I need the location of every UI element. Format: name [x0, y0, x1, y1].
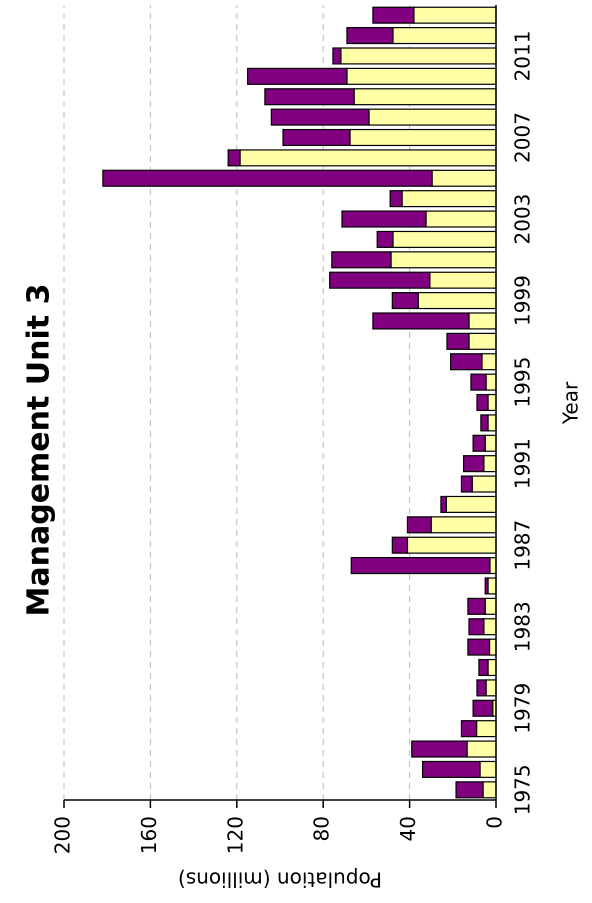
bar-segment [421, 760, 481, 778]
bar-segment [450, 353, 483, 371]
bar-segment [264, 88, 355, 106]
bar-segment [485, 679, 497, 697]
bar-segment [239, 149, 497, 167]
y-tick-label: 120 [223, 816, 247, 854]
bar-segment [489, 557, 497, 575]
bar-segment [440, 495, 447, 513]
bar-segment [487, 658, 497, 677]
bar-segment [391, 536, 409, 554]
bar-segment [349, 128, 497, 147]
bar-segment [485, 373, 497, 391]
bar-segment [430, 516, 497, 534]
bar-segment [392, 230, 497, 248]
y-tick-label: 200 [51, 816, 75, 854]
x-tick-label: 1983 [511, 601, 535, 652]
y-tick-label: 40 [396, 816, 420, 841]
bar-segment [329, 271, 431, 289]
x-tick-label: 1975 [511, 764, 535, 815]
x-tick-label: 1987 [511, 520, 535, 571]
x-tick-label: 2003 [511, 194, 535, 245]
bar-segment [488, 638, 497, 656]
bar-segment [445, 495, 497, 513]
bar-segment [468, 332, 497, 350]
x-axis-title: Year [559, 381, 583, 425]
bar-segment [463, 455, 485, 473]
bar-segment [340, 47, 497, 65]
bar-segment [270, 108, 370, 126]
bar-segment [470, 373, 487, 391]
bar-segment [227, 149, 241, 167]
bar-segment [411, 740, 468, 758]
bar-segment [484, 577, 489, 595]
bar-segment [431, 169, 497, 187]
y-tick-label: 0 [483, 816, 507, 829]
bar-segment [353, 88, 497, 106]
x-tick-label: 1979 [511, 683, 535, 734]
bar-segment [350, 557, 491, 575]
x-tick-label: 1991 [511, 438, 535, 489]
bar-segment [478, 658, 489, 677]
x-tick-label: 1999 [511, 275, 535, 326]
bar-segment [406, 536, 497, 554]
bar-segment [483, 455, 497, 473]
bar-segment [429, 271, 497, 289]
x-tick-label: 1995 [511, 357, 535, 408]
x-tick-label: 2011 [511, 31, 535, 82]
bar-segment [476, 393, 489, 412]
bar-segment [389, 190, 403, 208]
bar-segment [376, 230, 394, 248]
bar-segment [471, 475, 497, 493]
y-tick-label: 160 [137, 816, 161, 854]
bar-segment [331, 251, 392, 269]
bar-segment [467, 597, 486, 615]
bar-segment [467, 638, 491, 656]
y-axis-title: Population (millions) [178, 868, 382, 892]
bar-segment [482, 781, 497, 799]
bar-segment [282, 128, 351, 147]
bar-segment [487, 393, 497, 412]
bar-segment [247, 67, 348, 85]
bar-segment [332, 47, 342, 65]
bar-segment [476, 679, 487, 697]
bar-segment [455, 781, 484, 799]
bar-segment [446, 332, 470, 350]
bar-segment [346, 67, 497, 85]
bar-segment [401, 190, 497, 208]
bar-segment [417, 292, 497, 310]
bar-segment [466, 740, 497, 758]
bar-segment [102, 169, 433, 187]
bar-segment [425, 210, 497, 228]
chart-title: Management Unit 3 [22, 284, 57, 617]
bar-segment [487, 577, 497, 595]
bar-segment [483, 618, 497, 636]
bar-segment [472, 699, 494, 717]
bar-segment [368, 108, 497, 126]
bar-segment [390, 251, 497, 269]
bar-segment [372, 6, 415, 24]
bar-segment [484, 434, 497, 452]
bar-segment [481, 353, 497, 371]
bar-segment [479, 760, 497, 778]
bar-segment [413, 6, 497, 24]
bar-segment [341, 210, 427, 228]
bar-segment [372, 312, 470, 330]
bar-segment [460, 720, 478, 738]
bar-segment [346, 27, 394, 45]
bar-segment [468, 618, 485, 636]
bar-segment [392, 27, 497, 45]
y-tick-label: 80 [310, 816, 334, 841]
bar-segment [391, 292, 419, 310]
bar-segment [460, 475, 473, 493]
plot-group: Management Unit 3 Year Population (milli… [22, 5, 583, 892]
bar-segment [475, 720, 497, 738]
bar-segment [487, 414, 497, 432]
bar-segment [472, 434, 486, 452]
bar-segment [406, 516, 432, 534]
bar-segment [484, 597, 497, 615]
bar-segment [480, 414, 489, 432]
bar-segment [468, 312, 497, 330]
x-tick-label: 2007 [511, 112, 535, 163]
